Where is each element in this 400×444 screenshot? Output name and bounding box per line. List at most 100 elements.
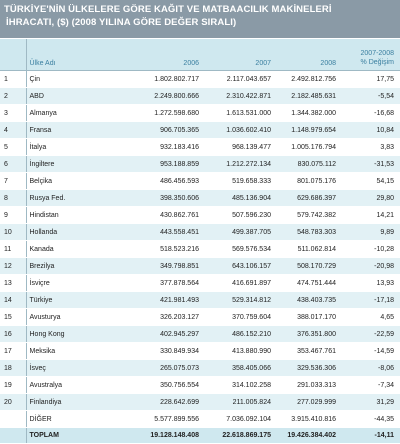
row-country: Türkiye: [25, 291, 130, 309]
row-value-2007: 1.036.602.410: [205, 121, 277, 139]
row-change: 54,15: [342, 172, 400, 190]
row-value-2007: 2.117.043.657: [205, 70, 277, 88]
row-no: 13: [0, 274, 26, 292]
row-value-2008: 277.029.999: [277, 393, 342, 411]
row-value-2006: 421.981.493: [130, 291, 205, 309]
table-row: 4 Fransa 906.705.365 1.036.602.410 1.148.979…: [0, 121, 400, 139]
row-value-2008: 3.915.410.816: [277, 410, 342, 428]
column-header-2007: 2007: [205, 39, 277, 71]
row-change: -44,35: [342, 410, 400, 428]
row-value-2007: 507.596.230: [205, 206, 277, 224]
row-no: 12: [0, 257, 26, 275]
row-value-2008: 1.148.979.654: [277, 121, 342, 139]
table-row: 2 ABD 2.249.800.666 2.310.422.871 2.182.485.…: [0, 87, 400, 105]
row-value-2007: 486.152.210: [205, 325, 277, 343]
row-change: -16,68: [342, 104, 400, 122]
table-title-line1: TÜRKİYE'NİN ÜLKELERE GÖRE KAĞIT VE MATBA…: [4, 4, 332, 15]
row-value-2006: 906.705.365: [130, 121, 205, 139]
row-value-2006: 2.249.800.666: [130, 87, 205, 105]
total-no: [0, 427, 26, 444]
row-country: Avusturya: [25, 308, 130, 326]
table-row: 11 Kanada 518.523.216 569.576.534 511.062.81…: [0, 240, 400, 258]
column-header-no: [0, 39, 26, 71]
row-change: -20,98: [342, 257, 400, 275]
row-value-2007: 519.658.333: [205, 172, 277, 190]
row-value-2008: 629.686.397: [277, 189, 342, 207]
row-country: Belçika: [25, 172, 130, 190]
row-value-2006: 443.558.451: [130, 223, 205, 241]
row-no: 3: [0, 104, 26, 122]
row-country: İsviçre: [25, 274, 130, 292]
row-no: 19: [0, 376, 26, 394]
row-no: 14: [0, 291, 26, 309]
row-value-2006: 932.183.416: [130, 138, 205, 156]
row-no: [0, 410, 26, 428]
row-no: 8: [0, 189, 26, 207]
row-value-2008: 388.017.170: [277, 308, 342, 326]
row-change: -22,59: [342, 325, 400, 343]
table-title: TÜRKİYE'NİN ÜLKELERE GÖRE KAĞIT VE MATBA…: [0, 0, 400, 38]
table-row: 8 Rusya Fed. 398.350.606 485.136.904 629.686…: [0, 189, 400, 207]
table-row: 1 Çin 1.802.802.717 2.117.043.657 2.492.812.…: [0, 70, 400, 88]
export-table-container: Ülke Adı 2006 2007 2008 2007-2008 % Deği…: [0, 39, 400, 444]
row-country: DİĞER: [25, 410, 130, 428]
row-change: 17,75: [342, 70, 400, 88]
row-value-2008: 2.492.812.756: [277, 70, 342, 88]
column-header-country: Ülke Adı: [25, 39, 130, 71]
row-change: 31,29: [342, 393, 400, 411]
table-title-line2: İHRACATI, ($) (2008 YILINA GÖRE DEĞER SI…: [6, 17, 237, 28]
row-value-2007: 211.005.824: [205, 393, 277, 411]
row-no: 18: [0, 359, 26, 377]
total-2006: 19.128.148.408: [130, 427, 205, 444]
row-value-2007: 1.613.531.000: [205, 104, 277, 122]
row-country: Çin: [25, 70, 130, 88]
total-row: TOPLAM 19.128.148.408 22.618.869.175 19.…: [0, 427, 400, 444]
row-change: -7,34: [342, 376, 400, 394]
row-country: ABD: [25, 87, 130, 105]
column-header-change-line2: % Değişim: [360, 59, 394, 66]
row-change: -8,06: [342, 359, 400, 377]
row-change: 29,80: [342, 189, 400, 207]
row-change: 3,83: [342, 138, 400, 156]
row-value-2007: 1.212.272.134: [205, 155, 277, 173]
row-value-2006: 1.272.598.680: [130, 104, 205, 122]
row-no: 20: [0, 393, 26, 411]
table-row: 20 Finlandiya 228.642.699 211.005.824 277.02…: [0, 393, 400, 411]
row-value-2007: 569.576.534: [205, 240, 277, 258]
row-change: -5,54: [342, 87, 400, 105]
row-value-2006: 350.756.554: [130, 376, 205, 394]
row-no: 1: [0, 70, 26, 88]
row-no: 6: [0, 155, 26, 173]
row-value-2008: 579.742.382: [277, 206, 342, 224]
row-value-2007: 529.314.812: [205, 291, 277, 309]
row-value-2006: 518.523.216: [130, 240, 205, 258]
row-no: 4: [0, 121, 26, 139]
row-country: Avustralya: [25, 376, 130, 394]
row-value-2006: 486.456.593: [130, 172, 205, 190]
row-change: -31,53: [342, 155, 400, 173]
row-no: 9: [0, 206, 26, 224]
table-header-row: Ülke Adı 2006 2007 2008 2007-2008 % Deği…: [0, 39, 400, 71]
row-change: 14,21: [342, 206, 400, 224]
table-row: 17 Meksika 330.849.934 413.880.990 353.467.7…: [0, 342, 400, 360]
row-value-2006: 398.350.606: [130, 189, 205, 207]
row-value-2008: 438.403.735: [277, 291, 342, 309]
row-value-2007: 314.102.258: [205, 376, 277, 394]
row-value-2006: 430.862.761: [130, 206, 205, 224]
row-value-2007: 7.036.092.104: [205, 410, 277, 428]
row-change: -14,59: [342, 342, 400, 360]
export-table: Ülke Adı 2006 2007 2008 2007-2008 % Deği…: [0, 39, 400, 444]
row-value-2007: 416.691.897: [205, 274, 277, 292]
row-change: -17,18: [342, 291, 400, 309]
table-row: 7 Belçika 486.456.593 519.658.333 801.075.17…: [0, 172, 400, 190]
row-value-2006: 330.849.934: [130, 342, 205, 360]
row-value-2007: 413.880.990: [205, 342, 277, 360]
table-row: 14 Türkiye 421.981.493 529.314.812 438.403.7…: [0, 291, 400, 309]
column-header-2008: 2008: [277, 39, 342, 71]
row-value-2008: 548.783.303: [277, 223, 342, 241]
row-value-2008: 1.005.176.794: [277, 138, 342, 156]
table-row: 19 Avustralya 350.756.554 314.102.258 291.03…: [0, 376, 400, 394]
row-change: 4,65: [342, 308, 400, 326]
total-2008: 19.426.384.402: [277, 427, 342, 444]
row-change: 9,89: [342, 223, 400, 241]
